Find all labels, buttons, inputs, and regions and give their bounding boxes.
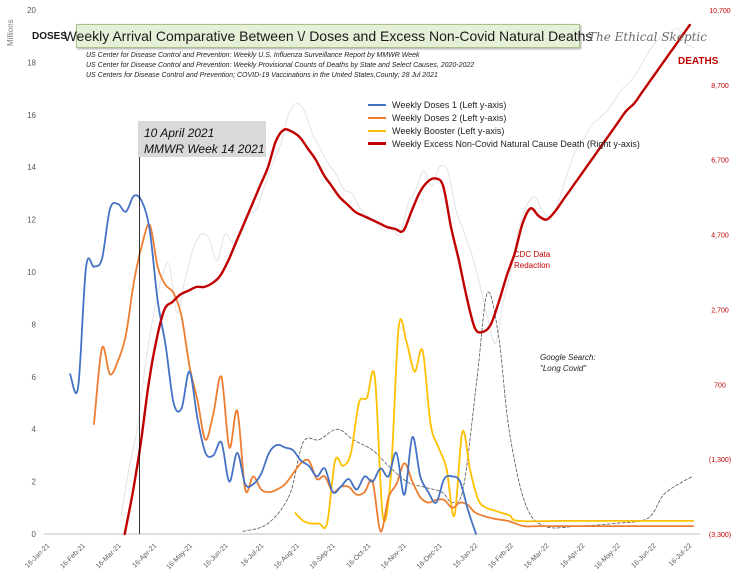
chart-title-text: Weekly Arrival Comparative Between \/ Do… [63,28,593,44]
y-left-tick-label: 4 [32,425,37,434]
x-tick-label: 16-Sep-21 [309,542,337,570]
legend-item-booster: Weekly Booster (Left y-axis) [368,124,640,137]
legend-item-excess: Weekly Excess Non-Covid Natural Cause De… [368,137,640,150]
series-line-google [242,291,694,532]
y-right-tick-label: 6,700 [711,158,729,165]
source-line: US Center for Disease Control and Preven… [86,52,420,59]
x-tick-label: 16-Dec-21 [416,542,444,570]
legend-label: Weekly Doses 2 (Left y-axis) [392,112,507,123]
google-note-line: Google Search: [540,353,596,362]
event-annotation-date: 10 April 2021 [144,126,215,140]
y-left-tick-label: 2 [32,478,37,487]
y-left-tick-label: 16 [27,111,36,120]
legend-label: Weekly Excess Non-Covid Natural Cause De… [392,138,640,149]
x-tick-label: 16-Jan-22 [452,542,479,569]
y-right-axis-title: DEATHS [678,56,719,67]
x-tick-label: 16-Feb-22 [487,542,515,570]
y-left-tick-label: 10 [27,268,36,277]
google-search-note: Google Search: "Long Covid" [540,352,596,374]
y-left-tick-label: 12 [27,216,36,225]
y-right-tick-label: 2,700 [711,307,729,314]
legend-swatch [368,116,386,119]
series-line-dose1 [69,194,477,535]
legend-swatch [368,129,386,132]
x-tick-label: 16-May-22 [593,542,622,571]
y-left-tick-label: 0 [32,530,37,539]
x-tick-label: 16-Oct-21 [345,542,372,569]
legend-item-dose2: Weekly Doses 2 (Left y-axis) [368,111,640,124]
source-line: US Centers for Disease Control and Preve… [86,72,438,79]
google-note-line: "Long Covid" [540,364,587,373]
legend-label: Weekly Booster (Left y-axis) [392,125,505,136]
series-line-dose2 [93,223,695,533]
x-tick-label: 16-Feb-21 [59,542,87,570]
y-left-axis-title: DOSES [32,31,68,42]
x-tick-label: 16-Apr-22 [559,542,586,569]
x-tick-label: 16-Apr-21 [131,542,158,569]
y-left-tick-label: 14 [27,163,36,172]
y-right-tick-label: (1,300) [709,457,731,464]
watermark: The Ethical Skeptic [588,30,707,44]
series-line-booster [294,318,695,530]
y-right-tick-label: 4,700 [711,233,729,240]
legend: Weekly Doses 1 (Left y-axis) Weekly Dose… [368,98,640,150]
cdc-redaction-note: CDC Data Redaction [512,249,552,271]
source-line: US Center for Disease Control and Preven… [86,62,475,69]
cdc-note-line: CDC Data [513,250,551,259]
x-tick-label: 16-Nov-21 [380,542,408,570]
x-tick-label: 16-Jan-21 [24,542,51,569]
series-line-background_series [120,27,695,516]
y-right-tick-label: 10,700 [709,8,731,15]
y-left-tick-label: 20 [27,6,36,15]
legend-swatch [368,103,386,106]
series-line-excess [123,23,691,536]
x-tick-label: 16-May-21 [165,542,194,571]
x-tick-label: 16-Jun-21 [203,542,230,569]
event-annotation: 10 April 2021 MMWR Week 14 2021 [138,121,266,157]
event-annotation-week: MMWR Week 14 2021 [144,142,265,156]
cdc-note-line: Redaction [513,261,551,270]
y-left-tick-label: 6 [32,373,37,382]
y-left-tick-label: 8 [32,320,37,329]
legend-swatch [368,142,386,145]
y-left-units-label: Millions [6,19,15,46]
y-right-tick-label: (3,300) [709,532,731,539]
x-tick-label: 16-Jul-21 [240,542,266,568]
y-right-tick-label: 8,700 [711,83,729,90]
x-tick-label: 16-Jun-22 [631,542,658,569]
chart-title: Weekly Arrival Comparative Between \/ Do… [64,24,592,48]
x-tick-label: 16-Mar-21 [95,542,123,570]
sources-block: US Center for Disease Control and Preven… [86,51,474,81]
x-tick-label: 16-Aug-21 [273,542,301,570]
x-tick-label: 16-Mar-22 [523,542,551,570]
x-tick-label: 16-Jul-22 [668,542,694,568]
legend-item-dose1: Weekly Doses 1 (Left y-axis) [368,98,640,111]
y-right-tick-label: 700 [714,382,726,389]
y-left-tick-label: 18 [27,58,36,67]
legend-label: Weekly Doses 1 (Left y-axis) [392,99,507,110]
